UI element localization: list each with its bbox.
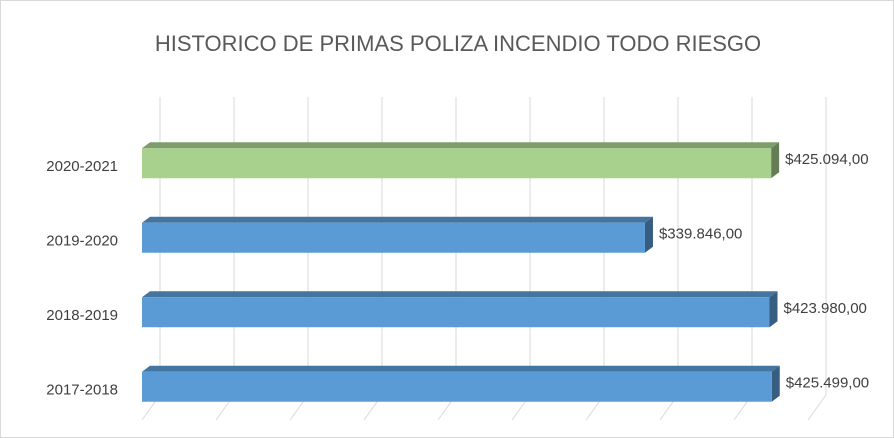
data-label: $425.094,00: [785, 151, 868, 168]
y-tick-label: 2020-2021: [46, 158, 118, 175]
y-tick-label: 2019-2020: [46, 233, 118, 250]
bar-side: [771, 365, 780, 402]
data-label: $423.980,00: [783, 300, 866, 317]
bar: [142, 291, 778, 328]
bar-top: [142, 365, 780, 372]
bar: [142, 365, 780, 402]
bar: [142, 142, 780, 179]
data-label: $339.846,00: [659, 226, 742, 243]
bar-side: [644, 216, 653, 253]
bar-front: [142, 371, 772, 402]
chart-title: HISTORICO DE PRIMAS POLIZA INCENDIO TODO…: [155, 31, 761, 56]
bar-top: [142, 216, 653, 223]
bar: [142, 216, 653, 253]
bar-side: [771, 142, 780, 179]
y-tick-label: 2018-2019: [46, 307, 118, 324]
bar-front: [142, 148, 772, 179]
bar-top: [142, 291, 778, 298]
bar-top: [142, 142, 780, 149]
grid-line: [807, 97, 827, 421]
data-label: $425.499,00: [786, 375, 869, 392]
bar-front: [142, 297, 770, 328]
y-tick-label: 2017-2018: [46, 382, 118, 399]
bar-side: [769, 291, 778, 328]
bar-front: [142, 222, 645, 253]
